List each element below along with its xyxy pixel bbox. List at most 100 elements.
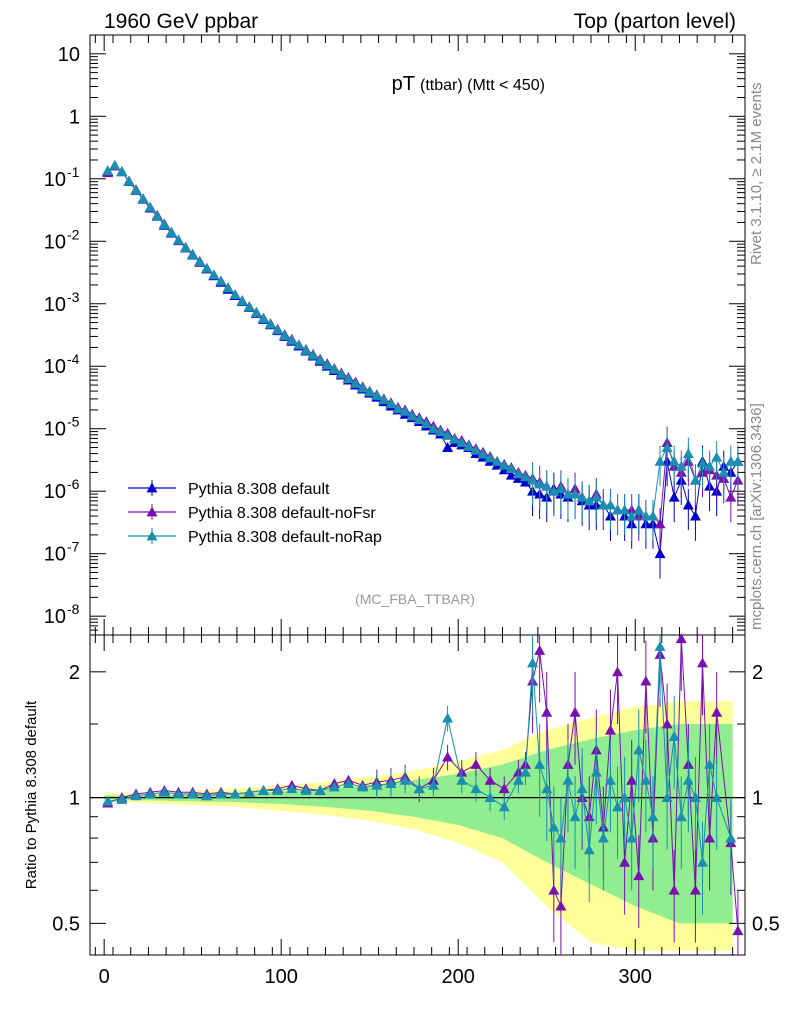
ratio-point (682, 774, 694, 785)
ratio-point (704, 832, 716, 843)
ratio-point (173, 788, 185, 799)
ratio-point (604, 774, 616, 785)
ratio-point (661, 718, 673, 729)
legend-label: Pythia 8.308 default-noRap (188, 529, 382, 546)
plot-title-main: pT (392, 73, 415, 95)
data-point (505, 463, 517, 474)
ratio-point (399, 774, 411, 785)
ratio-point (243, 786, 255, 797)
ratio-point (484, 774, 496, 785)
data-point (328, 363, 340, 374)
ratio-point (541, 783, 553, 794)
ratio-point (612, 666, 624, 677)
data-point (555, 483, 567, 494)
data-point (293, 339, 305, 350)
data-point (371, 390, 383, 400)
ratio-point (590, 766, 602, 777)
ratio-ytick-label-right: 1 (752, 788, 763, 810)
ratio-point (604, 724, 616, 735)
ratio-point (427, 779, 439, 790)
ratio-point (158, 786, 170, 797)
ratio-point (130, 790, 142, 801)
data-point (718, 466, 730, 477)
ratio-point (342, 778, 354, 789)
ratio-band-inner (104, 724, 733, 924)
main-ytick-exponent: -6 (67, 476, 80, 492)
data-point (583, 495, 595, 506)
ratio-point (456, 774, 468, 785)
ratio-point (689, 792, 701, 802)
data-point (427, 423, 439, 434)
ratio-point (286, 783, 298, 794)
ratio-point (619, 856, 631, 867)
data-point (413, 414, 425, 424)
ratio-point (697, 657, 709, 668)
ratio-ytick-label-right: 2 (752, 662, 763, 684)
ratio-point (257, 784, 269, 795)
ratio-point (626, 774, 638, 785)
data-point (569, 488, 581, 499)
data-point (123, 175, 135, 186)
data-point (392, 403, 404, 413)
data-point (109, 159, 121, 170)
data-point (180, 242, 192, 253)
data-point (250, 307, 262, 318)
main-ytick-label: 10 (44, 419, 66, 441)
main-ytick-label: 10 (58, 44, 80, 66)
data-point (668, 455, 680, 466)
data-point (158, 219, 170, 229)
data-point (498, 459, 510, 470)
ratio-point (576, 783, 588, 794)
ratio-point (569, 811, 581, 822)
data-point (385, 398, 397, 409)
ratio-point (498, 801, 510, 812)
ratio-xtick-label: 100 (265, 966, 298, 988)
data-point (704, 460, 716, 471)
ratio-point (187, 788, 199, 799)
analysis-label: (MC_FBA_TTBAR) (355, 591, 475, 607)
data-point (420, 418, 432, 429)
data-point (173, 234, 185, 245)
main-ytick-exponent: -3 (67, 289, 80, 305)
data-point (286, 334, 298, 345)
ratio-point (675, 633, 687, 644)
ratio-point (675, 811, 687, 822)
data-point (541, 480, 553, 491)
main-ytick-label: 10 (44, 606, 66, 628)
ratio-point (711, 706, 723, 717)
ratio-point (116, 793, 128, 804)
ratio-point (668, 884, 680, 895)
data-point (130, 184, 142, 195)
plot-title-sub: (ttbar) (Mtt < 450) (420, 77, 545, 94)
data-point (512, 468, 524, 479)
data-point (562, 488, 574, 499)
ratio-point (371, 779, 383, 790)
legend-label: Pythia 8.308 default-noFsr (188, 505, 376, 522)
data-point (151, 210, 163, 221)
data-point (265, 318, 277, 329)
main-ytick-exponent: -7 (67, 539, 80, 555)
ratio-point (470, 759, 482, 769)
ratio-point (215, 788, 227, 799)
data-point (491, 455, 503, 466)
ratio-xtick-label: 0 (99, 966, 110, 988)
data-point (711, 451, 723, 462)
ratio-point (144, 788, 156, 799)
legend-marker (146, 482, 158, 493)
data-point (215, 275, 227, 286)
ratio-point (229, 788, 241, 799)
ratio-xtick-label: 200 (442, 966, 475, 988)
ratio-point (619, 792, 631, 802)
ratio-point (640, 774, 652, 785)
legend: Pythia 8.308 default Pythia 8.308 default… (128, 480, 382, 546)
ratio-point (300, 784, 312, 795)
main-ytick-label: 10 (44, 481, 66, 503)
ratio-point (633, 870, 645, 881)
data-point (654, 548, 666, 559)
data-point (314, 354, 326, 365)
ratio-point (498, 783, 510, 794)
ratio-point (597, 832, 609, 843)
data-point (165, 227, 177, 237)
legend-label: Pythia 8.308 default (188, 481, 330, 498)
data-point (236, 295, 248, 306)
